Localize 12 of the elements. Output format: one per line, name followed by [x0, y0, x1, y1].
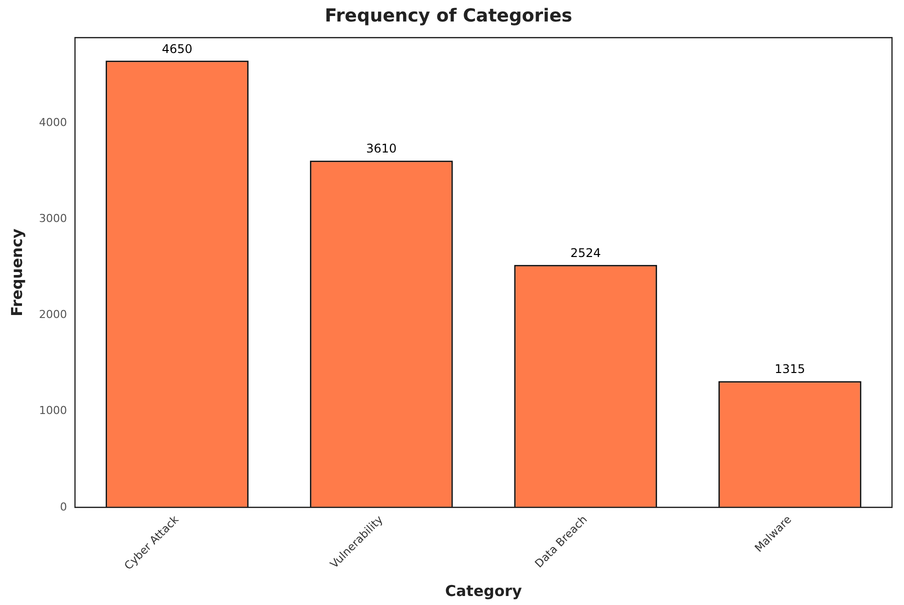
y-axis-title: Frequency [8, 228, 26, 316]
y-tick-label: 1000 [38, 404, 67, 418]
chart-title: Frequency of Categories [324, 5, 572, 26]
y-tick-label: 2000 [38, 308, 67, 322]
x-axis-title: Category [445, 582, 522, 600]
data-label: 4650 [162, 42, 192, 56]
data-label: 3610 [366, 142, 397, 156]
y-tick-label: 0 [60, 500, 67, 514]
data-label: 2524 [570, 246, 601, 260]
data-label: 1315 [774, 362, 806, 376]
y-tick-label: 3000 [38, 212, 67, 226]
y-tick-label: 4000 [38, 116, 67, 129]
